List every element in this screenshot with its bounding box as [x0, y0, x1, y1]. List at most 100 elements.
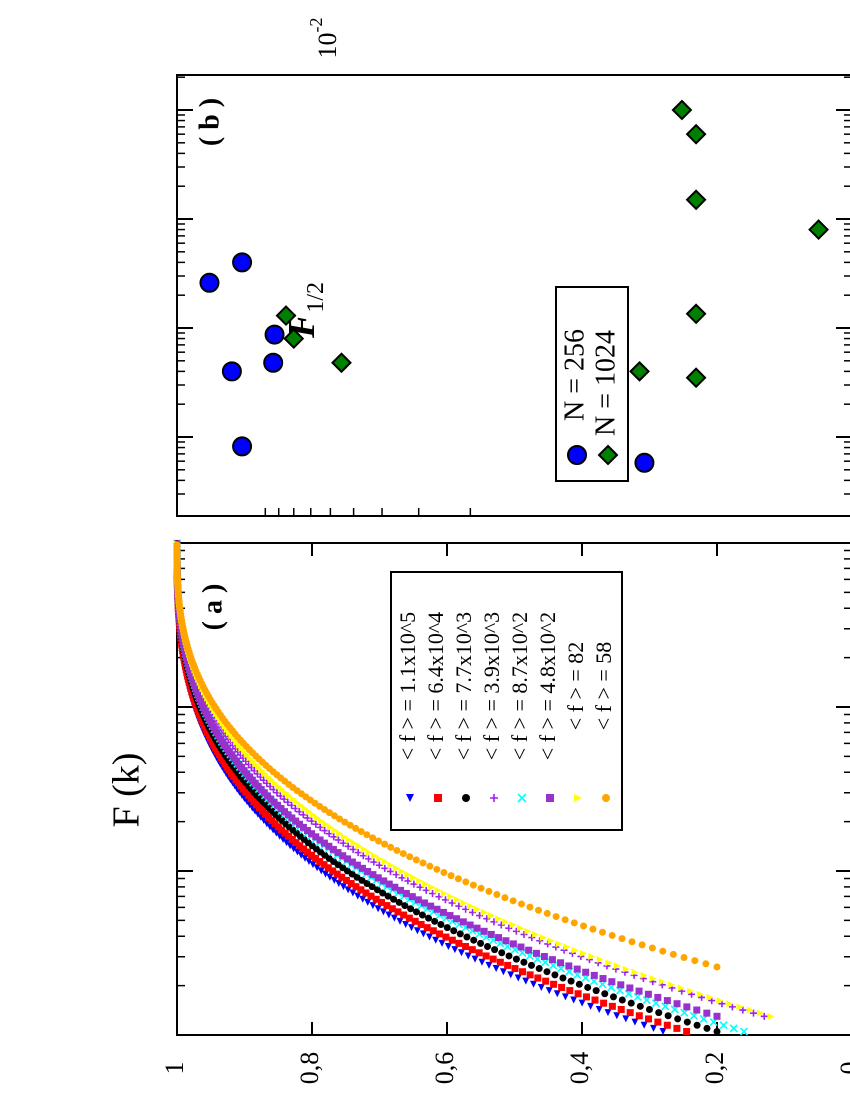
b-point-n1024 [808, 219, 829, 240]
a-point [312, 833, 320, 841]
a-point [381, 858, 389, 866]
a-point [470, 936, 478, 944]
a-point [307, 851, 315, 859]
a-point [342, 876, 350, 884]
a-point [693, 1006, 701, 1014]
a-point [548, 956, 556, 964]
a-point [238, 745, 246, 753]
a-point [502, 937, 510, 945]
a-point [413, 927, 421, 935]
a-point [459, 918, 467, 926]
a-point [429, 927, 437, 935]
a-point [355, 842, 363, 850]
a-point [530, 980, 538, 988]
a-point [385, 880, 393, 888]
a-point [289, 795, 297, 803]
a-point [279, 835, 287, 843]
a-point [578, 999, 586, 1007]
a-point [493, 891, 501, 899]
a-point [728, 1003, 736, 1011]
a-point [555, 940, 563, 948]
a-point [388, 905, 396, 913]
a-point [349, 845, 357, 853]
a-point [447, 893, 455, 901]
a-point [383, 902, 391, 910]
a-point [363, 880, 371, 888]
a-point [512, 927, 520, 935]
a-point [509, 921, 517, 929]
a-point [395, 898, 403, 906]
a-point [425, 914, 433, 922]
a-legend-label: < f > = 1.1x10^5 [395, 612, 420, 760]
a-point [467, 902, 475, 910]
a-point [617, 981, 625, 989]
a-point [649, 975, 657, 983]
a-point [402, 890, 410, 898]
a-point [419, 930, 427, 938]
a-point [757, 1009, 765, 1017]
a-title: F (k) [106, 753, 148, 828]
a-point [668, 981, 676, 989]
a-point [444, 943, 452, 951]
a-point [760, 1012, 768, 1020]
a-point [400, 911, 408, 919]
a-point [376, 855, 384, 863]
a-point [535, 906, 543, 914]
a-point [450, 927, 458, 935]
a-point [635, 987, 643, 995]
a-legend-label: < f > = 6.4x10^4 [423, 612, 448, 760]
a-point [433, 865, 441, 873]
a-point [608, 978, 616, 986]
a-point [608, 931, 616, 939]
a-point [344, 842, 352, 850]
a-point [336, 815, 344, 823]
a-point [516, 924, 524, 932]
a-point [326, 823, 334, 831]
a-point [357, 828, 365, 836]
a-point [487, 912, 495, 920]
a-point [260, 776, 268, 784]
a-legend-marker [434, 794, 442, 802]
a-point [427, 902, 435, 910]
a-point [453, 915, 461, 923]
a-point [473, 924, 481, 932]
a-point [304, 848, 312, 856]
a-point [431, 917, 439, 925]
a-point [480, 927, 488, 935]
a-point [599, 928, 607, 936]
a-point [359, 852, 367, 860]
a-point [354, 849, 362, 857]
a-point [301, 804, 309, 812]
b-point-n256 [263, 352, 284, 373]
a-point [491, 946, 499, 954]
a-point [301, 854, 309, 862]
a-point [456, 930, 464, 938]
a-legend-label: < f > = 8.7x10^2 [507, 612, 532, 760]
a-point [693, 1021, 701, 1029]
a-point [419, 859, 427, 867]
a-point [595, 1005, 603, 1013]
a-point [300, 845, 308, 853]
a-point [464, 952, 472, 960]
a-point [596, 956, 604, 964]
a-point [367, 892, 375, 900]
a-point [582, 993, 590, 1001]
a-point [339, 839, 347, 847]
a-point [414, 896, 422, 904]
a-point [416, 877, 424, 885]
a-point [336, 830, 344, 838]
a-point [719, 1021, 728, 1030]
a-point [437, 920, 445, 928]
a-point [477, 939, 485, 947]
a-point [278, 786, 286, 794]
a-point [344, 886, 352, 894]
a-point [539, 934, 547, 942]
a-ytick-label: 0,2 [700, 1052, 729, 1085]
a-point [423, 924, 431, 932]
a-point [718, 1000, 726, 1008]
a-point [674, 1015, 682, 1023]
a-point [540, 952, 548, 960]
a-point [381, 864, 389, 872]
a-point [746, 1006, 754, 1014]
a-point [589, 925, 597, 933]
